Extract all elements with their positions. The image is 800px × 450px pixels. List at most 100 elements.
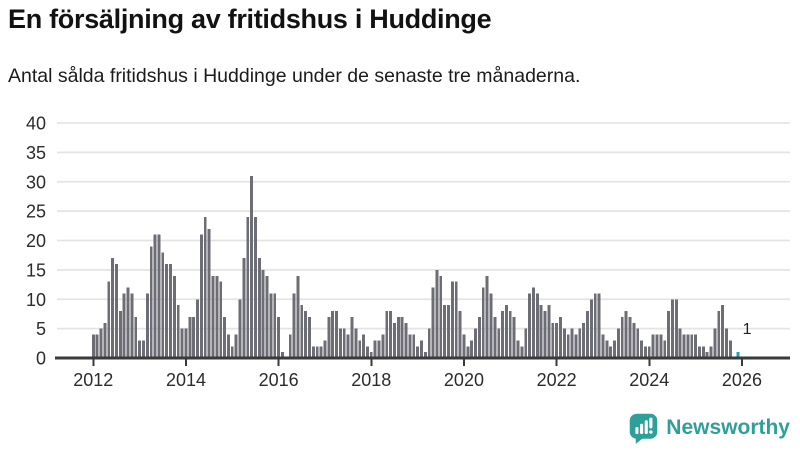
bar (180, 328, 184, 358)
bar (338, 328, 342, 358)
bar (311, 346, 315, 358)
bar (705, 352, 709, 358)
bar (350, 316, 354, 358)
bar (663, 340, 667, 358)
y-axis-label: 40 (26, 114, 46, 134)
newsworthy-logo: Newsworthy (628, 411, 790, 445)
bar (628, 316, 632, 358)
bar (226, 334, 230, 358)
bar (678, 328, 682, 358)
bar (566, 334, 570, 358)
y-axis-label: 30 (26, 172, 46, 192)
bar (721, 305, 725, 358)
bar (481, 287, 485, 358)
bar (613, 340, 616, 358)
bar (485, 275, 489, 358)
bar (713, 328, 717, 358)
bar (454, 281, 458, 358)
bar (709, 346, 713, 358)
bar (261, 269, 265, 358)
bar (520, 346, 524, 358)
bar (555, 322, 559, 358)
bar (362, 334, 366, 358)
y-axis-label: 0 (36, 349, 46, 369)
bar (562, 328, 566, 358)
bar (694, 334, 698, 358)
bar (412, 334, 416, 358)
bar (477, 316, 481, 358)
bar (91, 334, 95, 358)
bar (601, 334, 605, 358)
bar (323, 340, 327, 358)
bar (142, 340, 145, 358)
bar (450, 281, 454, 358)
bar (281, 352, 284, 358)
bar (107, 281, 111, 358)
bar (393, 322, 396, 358)
bar (335, 311, 338, 358)
bar (597, 293, 601, 358)
bar (103, 322, 107, 358)
bar (223, 316, 227, 358)
x-axis-label: 2016 (259, 370, 299, 390)
last-value-label: 1 (743, 321, 752, 338)
bar (559, 316, 562, 358)
bar (130, 293, 134, 358)
bar (582, 322, 586, 358)
bar (416, 346, 420, 358)
bar (528, 293, 532, 358)
bar (636, 328, 640, 358)
bar (686, 334, 690, 358)
bar (408, 334, 412, 358)
bar (308, 316, 311, 358)
bar (265, 275, 269, 358)
bar (196, 299, 199, 358)
bar (199, 234, 203, 358)
bar (589, 299, 593, 358)
bar (365, 346, 369, 358)
bar (122, 293, 126, 358)
bar (176, 305, 180, 358)
bar (682, 334, 686, 358)
bar (300, 305, 304, 358)
bar (315, 346, 319, 358)
y-axis-label: 20 (26, 231, 46, 251)
bar (157, 234, 161, 358)
bar (547, 305, 551, 358)
bar (470, 340, 474, 358)
bar (230, 346, 234, 358)
bar (385, 311, 389, 358)
bar (203, 217, 207, 358)
bar (640, 340, 644, 358)
x-axis-label: 2014 (166, 370, 206, 390)
bar (427, 328, 431, 358)
bar (400, 316, 404, 358)
bar (620, 316, 624, 358)
bar (277, 316, 281, 358)
bar (304, 311, 308, 358)
bar (624, 311, 628, 358)
bar (443, 305, 447, 358)
bar (184, 328, 188, 358)
bar (462, 334, 466, 358)
bar (643, 346, 647, 358)
bar (489, 293, 493, 358)
bar (497, 328, 501, 358)
bar (358, 340, 362, 358)
bar (138, 340, 142, 358)
bar (242, 258, 246, 358)
bar (288, 334, 292, 358)
bar (574, 334, 578, 358)
y-axis-label: 5 (36, 319, 46, 339)
bar (346, 334, 350, 358)
bar (389, 311, 393, 358)
bar (674, 299, 678, 358)
y-axis-label: 15 (26, 260, 46, 280)
bar (532, 287, 535, 358)
bar (373, 340, 377, 358)
bar (690, 334, 694, 358)
bar (593, 293, 597, 358)
bar (725, 328, 728, 358)
bar (423, 352, 427, 358)
